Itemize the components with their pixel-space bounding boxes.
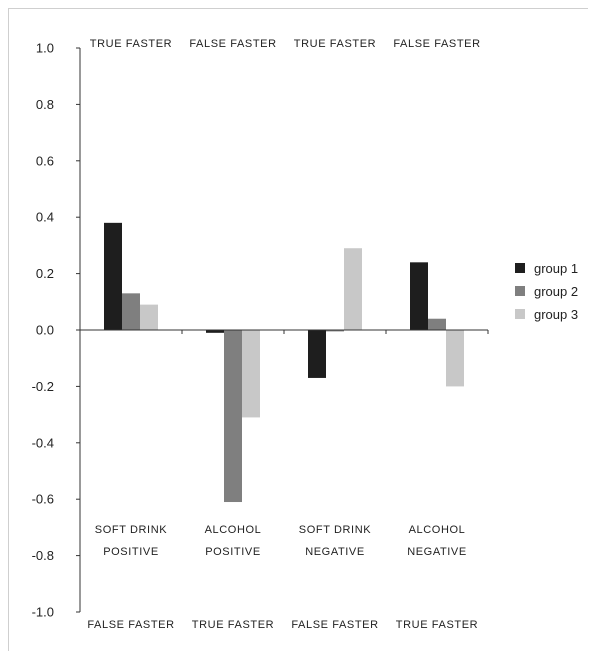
bottom-label: TRUE FASTER [192, 619, 274, 631]
bar-group-1-3 [308, 330, 326, 378]
y-tick-label: 0.8 [36, 97, 54, 112]
bar-group-2-4 [428, 318, 446, 330]
bar-group-3-1 [140, 304, 158, 330]
y-axis: 1.0 0.8 0.6 0.4 0.2 0.0 -0.2 -0.4 -0.6 -0.8 -1.0 [32, 41, 81, 620]
y-tick-label: -0.8 [32, 548, 54, 563]
top-label: FALSE FASTER [189, 38, 276, 50]
category-label: SOFT DRINK [95, 524, 167, 536]
legend: group 1 group 2 group 3 [515, 261, 578, 322]
bar-group-2-3 [326, 330, 344, 332]
bar-group-3-3 [344, 248, 362, 330]
bottom-label: TRUE FASTER [396, 619, 478, 631]
y-tick-label: -1.0 [32, 605, 54, 620]
category-label: NEGATIVE [407, 546, 467, 558]
y-tick-label: -0.6 [32, 492, 54, 507]
bar-group-1-2 [206, 330, 224, 333]
bar-group-1-1 [104, 222, 122, 330]
category-labels: SOFT DRINK POSITIVE ALCOHOL POSITIVE SOFT DR… [95, 524, 467, 558]
bottom-labels: FALSE FASTER TRUE FASTER FALSE FASTER TRUE … [87, 619, 478, 631]
legend-label: group 2 [534, 284, 578, 299]
top-label: TRUE FASTER [90, 38, 172, 50]
y-tick-label: 0.2 [36, 266, 54, 281]
top-labels: TRUE FASTER FALSE FASTER TRUE FASTER FALSE … [90, 38, 480, 50]
bar-group-2-1 [122, 293, 140, 330]
legend-swatch [515, 263, 525, 273]
bar-group-2-2 [224, 330, 242, 503]
bar-group-1-4 [410, 262, 428, 330]
bottom-label: FALSE FASTER [291, 619, 378, 631]
category-label: ALCOHOL [205, 524, 262, 536]
category-label: SOFT DRINK [299, 524, 371, 536]
x-axis [80, 329, 489, 334]
y-tick-label: 0.4 [36, 210, 54, 225]
bottom-label: FALSE FASTER [87, 619, 174, 631]
bar-group-3-4 [446, 330, 464, 387]
y-tick-label: -0.2 [32, 379, 54, 394]
bar-group-3-2 [242, 330, 260, 418]
category-label: NEGATIVE [305, 546, 365, 558]
y-tick-label: 0.0 [36, 323, 54, 338]
y-tick-label: 0.6 [36, 153, 54, 168]
chart-frame [8, 8, 588, 651]
legend-swatch [515, 286, 525, 296]
y-tick-label: 1.0 [36, 41, 54, 56]
y-tick-label: -0.4 [32, 435, 54, 450]
legend-label: group 3 [534, 307, 578, 322]
category-label: POSITIVE [205, 546, 261, 558]
category-label: ALCOHOL [409, 524, 466, 536]
category-label: POSITIVE [103, 546, 159, 558]
bars [104, 222, 464, 503]
legend-swatch [515, 309, 525, 319]
legend-label: group 1 [534, 261, 578, 276]
top-label: TRUE FASTER [294, 38, 376, 50]
top-label: FALSE FASTER [393, 38, 480, 50]
